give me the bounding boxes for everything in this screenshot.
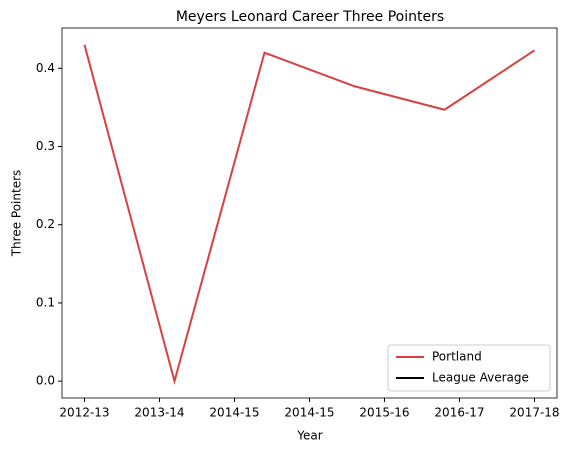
y-tick-label: 0.2 [36, 217, 55, 231]
legend-box [387, 344, 551, 392]
x-tick-label: 2014-15 [209, 406, 259, 420]
x-axis-label: Year [296, 429, 322, 443]
x-tick-label: 2015-16 [359, 406, 409, 420]
x-tick-label: 2012-13 [59, 406, 109, 420]
y-tick-label: 0.1 [36, 295, 55, 309]
x-tick-label: 2013-14 [134, 406, 184, 420]
legend-label: Portland [432, 350, 482, 364]
y-axis-label: Three Pointers [10, 170, 24, 258]
x-tick-label: 2017-18 [509, 406, 559, 420]
y-tick-label: 0.4 [36, 61, 55, 75]
x-tick-label: 2014-15 [284, 406, 334, 420]
plot-frame [61, 27, 558, 399]
series-line [83, 44, 536, 386]
chart-title: Meyers Leonard Career Three Pointers [176, 9, 444, 25]
x-tick-label: 2016-17 [434, 406, 484, 420]
legend-label: League Average [432, 371, 529, 385]
y-tick-label: 0.3 [36, 139, 55, 153]
y-tick-label: 0.0 [36, 374, 55, 388]
